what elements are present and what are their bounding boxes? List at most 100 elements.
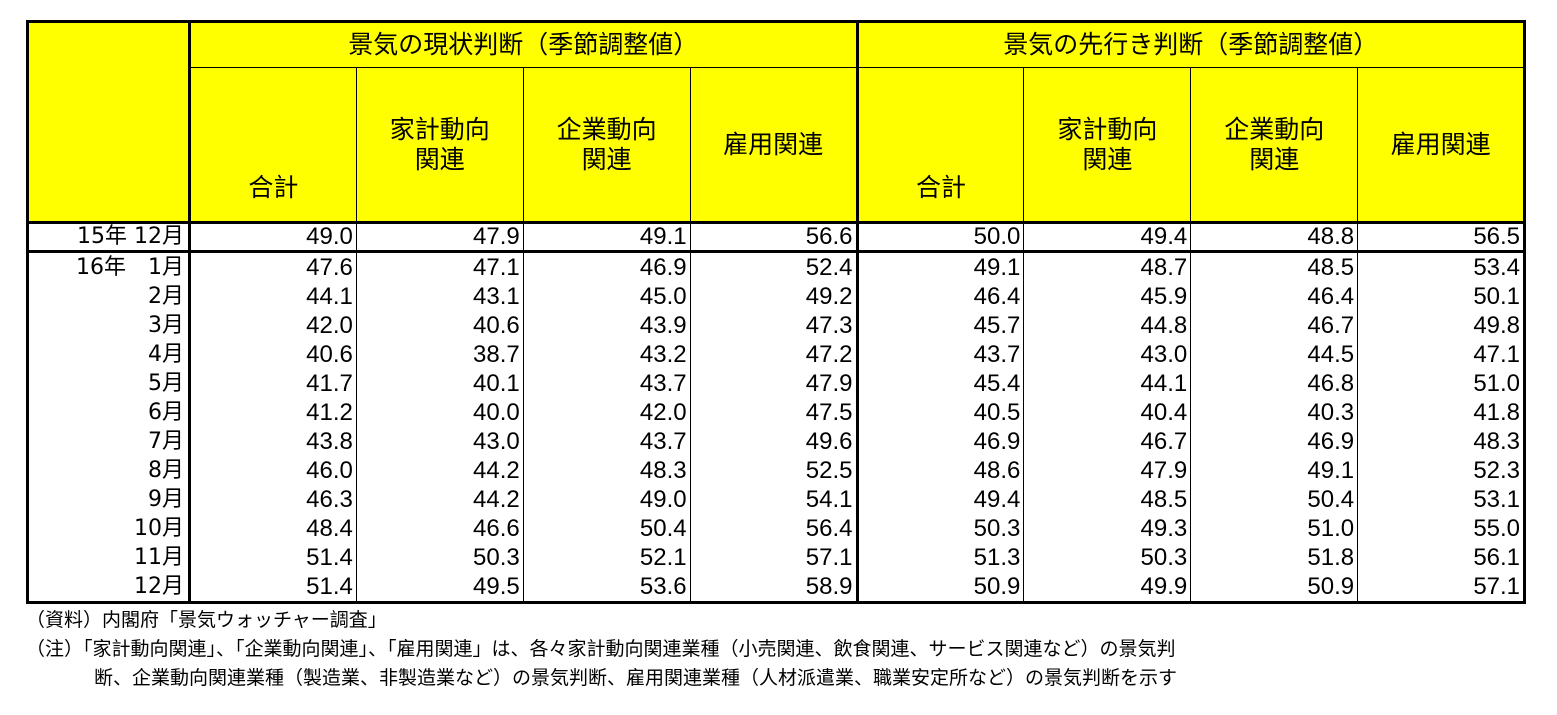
value-cell: 56.1 <box>1357 543 1527 572</box>
value-cell: 50.4 <box>522 514 691 543</box>
value-cell: 53.1 <box>1357 485 1527 514</box>
value-cell: 40.3 <box>1190 398 1359 427</box>
value-cell: 52.3 <box>1357 456 1527 485</box>
value-cell: 56.5 <box>1357 222 1527 253</box>
value-cell: 41.7 <box>188 369 357 398</box>
value-cell: 43.7 <box>522 427 691 456</box>
table-row: 8月 46.0 44.2 48.3 52.5 48.6 47.9 49.1 52.3 <box>26 456 1527 485</box>
value-cell: 50.1 <box>1357 282 1527 311</box>
table-row: 2月 44.1 43.1 45.0 49.2 46.4 45.9 46.4 50.1 <box>26 282 1527 311</box>
value-cell: 43.7 <box>855 340 1025 369</box>
value-cell: 49.8 <box>1357 311 1527 340</box>
value-cell: 51.4 <box>188 543 357 572</box>
table-row: 3月 42.0 40.6 43.9 47.3 45.7 44.8 46.7 49.8 <box>26 311 1527 340</box>
value-cell: 42.0 <box>188 311 357 340</box>
header-current-total: 合計 <box>188 67 357 224</box>
value-cell: 47.9 <box>689 369 859 398</box>
value-cell: 49.4 <box>1023 222 1192 253</box>
value-cell: 52.1 <box>522 543 691 572</box>
notes: （資料）内閣府「景気ウォッチャー調査」 （注）「家計動向関連」、「企業動向関連」… <box>26 606 1523 693</box>
value-cell: 44.2 <box>355 456 524 485</box>
value-cell: 49.2 <box>689 282 859 311</box>
value-cell: 51.4 <box>188 572 357 604</box>
header-group-future: 景気の先行き判断（季節調整値） <box>855 20 1527 68</box>
value-cell: 46.9 <box>522 251 691 282</box>
value-cell: 47.5 <box>689 398 859 427</box>
value-cell: 48.8 <box>1190 222 1359 253</box>
value-cell: 45.7 <box>855 311 1025 340</box>
value-cell: 49.5 <box>355 572 524 604</box>
value-cell: 48.3 <box>522 456 691 485</box>
value-cell: 46.6 <box>355 514 524 543</box>
table-row: 16年 1月 47.6 47.1 46.9 52.4 49.1 48.7 48.5 53.4 <box>26 251 1527 282</box>
header-current-household: 家計動向 関連 <box>355 67 524 224</box>
value-cell: 53.4 <box>1357 251 1527 282</box>
row-period-label: 4月 <box>26 340 191 369</box>
header-future-household: 家計動向 関連 <box>1023 67 1192 224</box>
value-cell: 50.0 <box>855 222 1025 253</box>
value-cell: 50.4 <box>1190 485 1359 514</box>
value-cell: 49.3 <box>1023 514 1192 543</box>
value-cell: 46.0 <box>188 456 357 485</box>
table-body: 15年 12月 49.0 47.9 49.1 56.6 50.0 49.4 48.8 56.5 1… <box>26 222 1527 604</box>
value-cell: 47.1 <box>355 251 524 282</box>
value-cell: 48.5 <box>1023 485 1192 514</box>
value-cell: 44.1 <box>188 282 357 311</box>
value-cell: 43.7 <box>522 369 691 398</box>
value-cell: 46.9 <box>1190 427 1359 456</box>
row-period-label: 7月 <box>26 427 191 456</box>
value-cell: 41.2 <box>188 398 357 427</box>
table-row: 5月 41.7 40.1 43.7 47.9 45.4 44.1 46.8 51.0 <box>26 369 1527 398</box>
value-cell: 44.1 <box>1023 369 1192 398</box>
table-row: 9月 46.3 44.2 49.0 54.1 49.4 48.5 50.4 53.1 <box>26 485 1527 514</box>
value-cell: 50.3 <box>855 514 1025 543</box>
value-cell: 49.1 <box>522 222 691 253</box>
value-cell: 46.7 <box>1023 427 1192 456</box>
value-cell: 52.5 <box>689 456 859 485</box>
table-row: 7月 43.8 43.0 43.7 49.6 46.9 46.7 46.9 48.3 <box>26 427 1527 456</box>
economy-watchers-table: 景気の現状判断（季節調整値） 景気の先行き判断（季節調整値） 合計 家計動向 関連… <box>26 20 1527 604</box>
value-cell: 49.1 <box>855 251 1025 282</box>
value-cell: 43.0 <box>355 427 524 456</box>
value-cell: 48.3 <box>1357 427 1527 456</box>
header-current-corporate: 企業動向 関連 <box>522 67 691 224</box>
value-cell: 49.9 <box>1023 572 1192 604</box>
value-cell: 46.8 <box>1190 369 1359 398</box>
value-cell: 40.6 <box>188 340 357 369</box>
value-cell: 44.8 <box>1023 311 1192 340</box>
value-cell: 50.9 <box>855 572 1025 604</box>
value-cell: 44.2 <box>355 485 524 514</box>
value-cell: 40.1 <box>355 369 524 398</box>
value-cell: 40.5 <box>855 398 1025 427</box>
value-cell: 51.0 <box>1357 369 1527 398</box>
value-cell: 54.1 <box>689 485 859 514</box>
value-cell: 43.8 <box>188 427 357 456</box>
row-period-label: 11月 <box>26 543 191 572</box>
value-cell: 56.4 <box>689 514 859 543</box>
value-cell: 53.6 <box>522 572 691 604</box>
value-cell: 45.9 <box>1023 282 1192 311</box>
header-group-current: 景気の現状判断（季節調整値） <box>188 20 859 68</box>
row-period-label: 2月 <box>26 282 191 311</box>
value-cell: 43.2 <box>522 340 691 369</box>
table-row: 4月 40.6 38.7 43.2 47.2 43.7 43.0 44.5 47.1 <box>26 340 1527 369</box>
value-cell: 46.9 <box>855 427 1025 456</box>
header-future-total: 合計 <box>855 67 1025 224</box>
value-cell: 55.0 <box>1357 514 1527 543</box>
value-cell: 43.0 <box>1023 340 1192 369</box>
value-cell: 38.7 <box>355 340 524 369</box>
value-cell: 42.0 <box>522 398 691 427</box>
value-cell: 50.3 <box>355 543 524 572</box>
value-cell: 40.0 <box>355 398 524 427</box>
value-cell: 47.9 <box>355 222 524 253</box>
value-cell: 52.4 <box>689 251 859 282</box>
source-note: （資料）内閣府「景気ウォッチャー調査」 <box>26 609 387 631</box>
value-cell: 49.6 <box>689 427 859 456</box>
header-current-employment: 雇用関連 <box>689 67 859 224</box>
row-period-label: 9月 <box>26 485 191 514</box>
value-cell: 51.3 <box>855 543 1025 572</box>
value-cell: 58.9 <box>689 572 859 604</box>
value-cell: 45.0 <box>522 282 691 311</box>
value-cell: 44.5 <box>1190 340 1359 369</box>
header-corner-cell <box>26 20 191 224</box>
